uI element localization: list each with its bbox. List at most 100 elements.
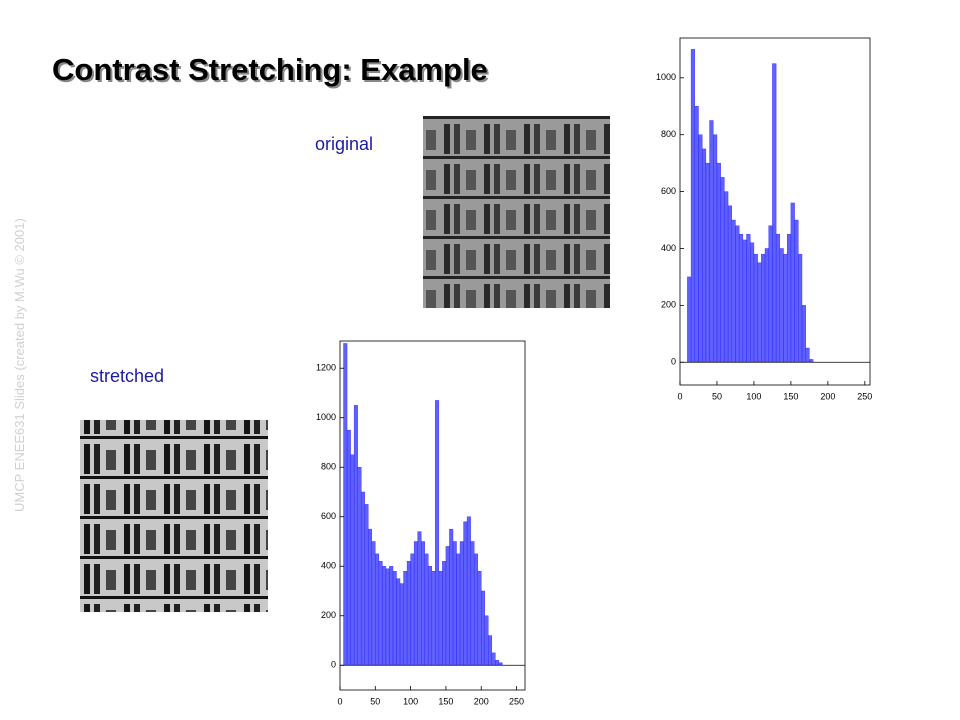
y-tick-label: 200 (661, 300, 676, 310)
bar (801, 305, 806, 363)
bar (753, 253, 758, 363)
bar (452, 541, 457, 666)
x-tick-label: 50 (712, 391, 722, 401)
x-tick-label: 100 (746, 391, 761, 401)
bar (750, 242, 755, 363)
bar (761, 253, 766, 363)
y-tick-label: 200 (321, 610, 336, 620)
histogram: 0 200 400 600 800 1000 0 50 100 150 200 250 (656, 37, 872, 401)
bar (357, 467, 362, 666)
y-tick-label: 600 (321, 511, 336, 521)
y-tick-label: 1200 (316, 363, 336, 373)
bar (772, 63, 777, 363)
x-tick-label: 200 (474, 696, 489, 706)
bars (687, 49, 814, 363)
original-image (423, 116, 610, 308)
bar (368, 528, 372, 666)
bar (809, 359, 814, 363)
bar (406, 561, 411, 666)
bar (794, 219, 799, 363)
bar (385, 568, 390, 666)
bar (445, 546, 450, 666)
bar (435, 400, 440, 666)
bar (353, 405, 358, 666)
x-tick-label: 250 (509, 696, 524, 706)
bar (371, 541, 376, 666)
bar (431, 570, 436, 666)
bar (701, 148, 707, 363)
bar (687, 276, 692, 363)
bar (463, 521, 468, 666)
bar (396, 578, 401, 666)
bar (709, 120, 714, 363)
bar (417, 531, 422, 666)
bar (731, 219, 736, 363)
bar (690, 49, 695, 363)
title-shadow: Contrast Stretching: Example (54, 54, 490, 89)
bar (481, 590, 485, 666)
bar (346, 429, 351, 666)
bar (746, 234, 751, 363)
y-tick-label: 800 (321, 462, 336, 472)
bar (382, 566, 387, 666)
bar (783, 253, 788, 363)
bar (724, 191, 729, 363)
x-tick-label: 250 (857, 391, 872, 401)
x-tick-label: 200 (820, 391, 835, 401)
stretched-image (80, 420, 268, 612)
y-tick-label: 800 (661, 129, 676, 139)
x-tick-label: 150 (438, 696, 453, 706)
bar (424, 553, 429, 666)
bar (720, 177, 725, 363)
bar (491, 652, 496, 666)
bar (805, 347, 810, 363)
bar (410, 553, 415, 666)
title: Contrast Stretching: Example (52, 52, 488, 87)
bar (403, 570, 408, 666)
x-tick-label: 150 (783, 391, 798, 401)
bar (438, 570, 443, 666)
bar (768, 225, 773, 363)
bar (738, 234, 744, 363)
x-tick-label: 100 (403, 696, 418, 706)
bar (477, 570, 482, 666)
bar (449, 528, 454, 666)
bar (375, 553, 380, 666)
bar (705, 162, 710, 363)
bar (786, 234, 792, 363)
label-stretched: stretched (90, 366, 164, 386)
bar (456, 553, 461, 666)
bar (775, 234, 781, 363)
bar (350, 454, 355, 666)
bar (735, 225, 740, 363)
bar (694, 106, 699, 363)
bar (713, 134, 718, 363)
bar (399, 583, 404, 666)
bar (343, 343, 348, 666)
y-tick-label: 1000 (656, 72, 676, 82)
bar (495, 660, 500, 666)
bar (790, 202, 795, 363)
y-tick-label: 600 (661, 186, 676, 196)
y-tick-label: 1000 (316, 412, 336, 422)
bar (727, 205, 732, 363)
y-tick-label: 400 (661, 243, 676, 253)
bar (389, 566, 394, 666)
bar (488, 635, 493, 666)
bar (428, 566, 432, 666)
y-tick-label: 400 (321, 561, 336, 571)
x-tick-label: 0 (677, 391, 682, 401)
bar (470, 541, 475, 666)
x-tick-label: 0 (337, 696, 342, 706)
label-original: original (315, 134, 373, 154)
bar (364, 504, 369, 666)
bar (764, 248, 769, 363)
bar (413, 541, 418, 666)
x-tick-label: 50 (370, 696, 380, 706)
bar (798, 253, 803, 363)
histogram: 0 200 400 600 800 1000 1200 0 50 100 150 200 250 (316, 340, 526, 706)
bar (466, 516, 471, 666)
bar (698, 134, 703, 363)
bar (378, 561, 383, 666)
bar (757, 262, 762, 363)
